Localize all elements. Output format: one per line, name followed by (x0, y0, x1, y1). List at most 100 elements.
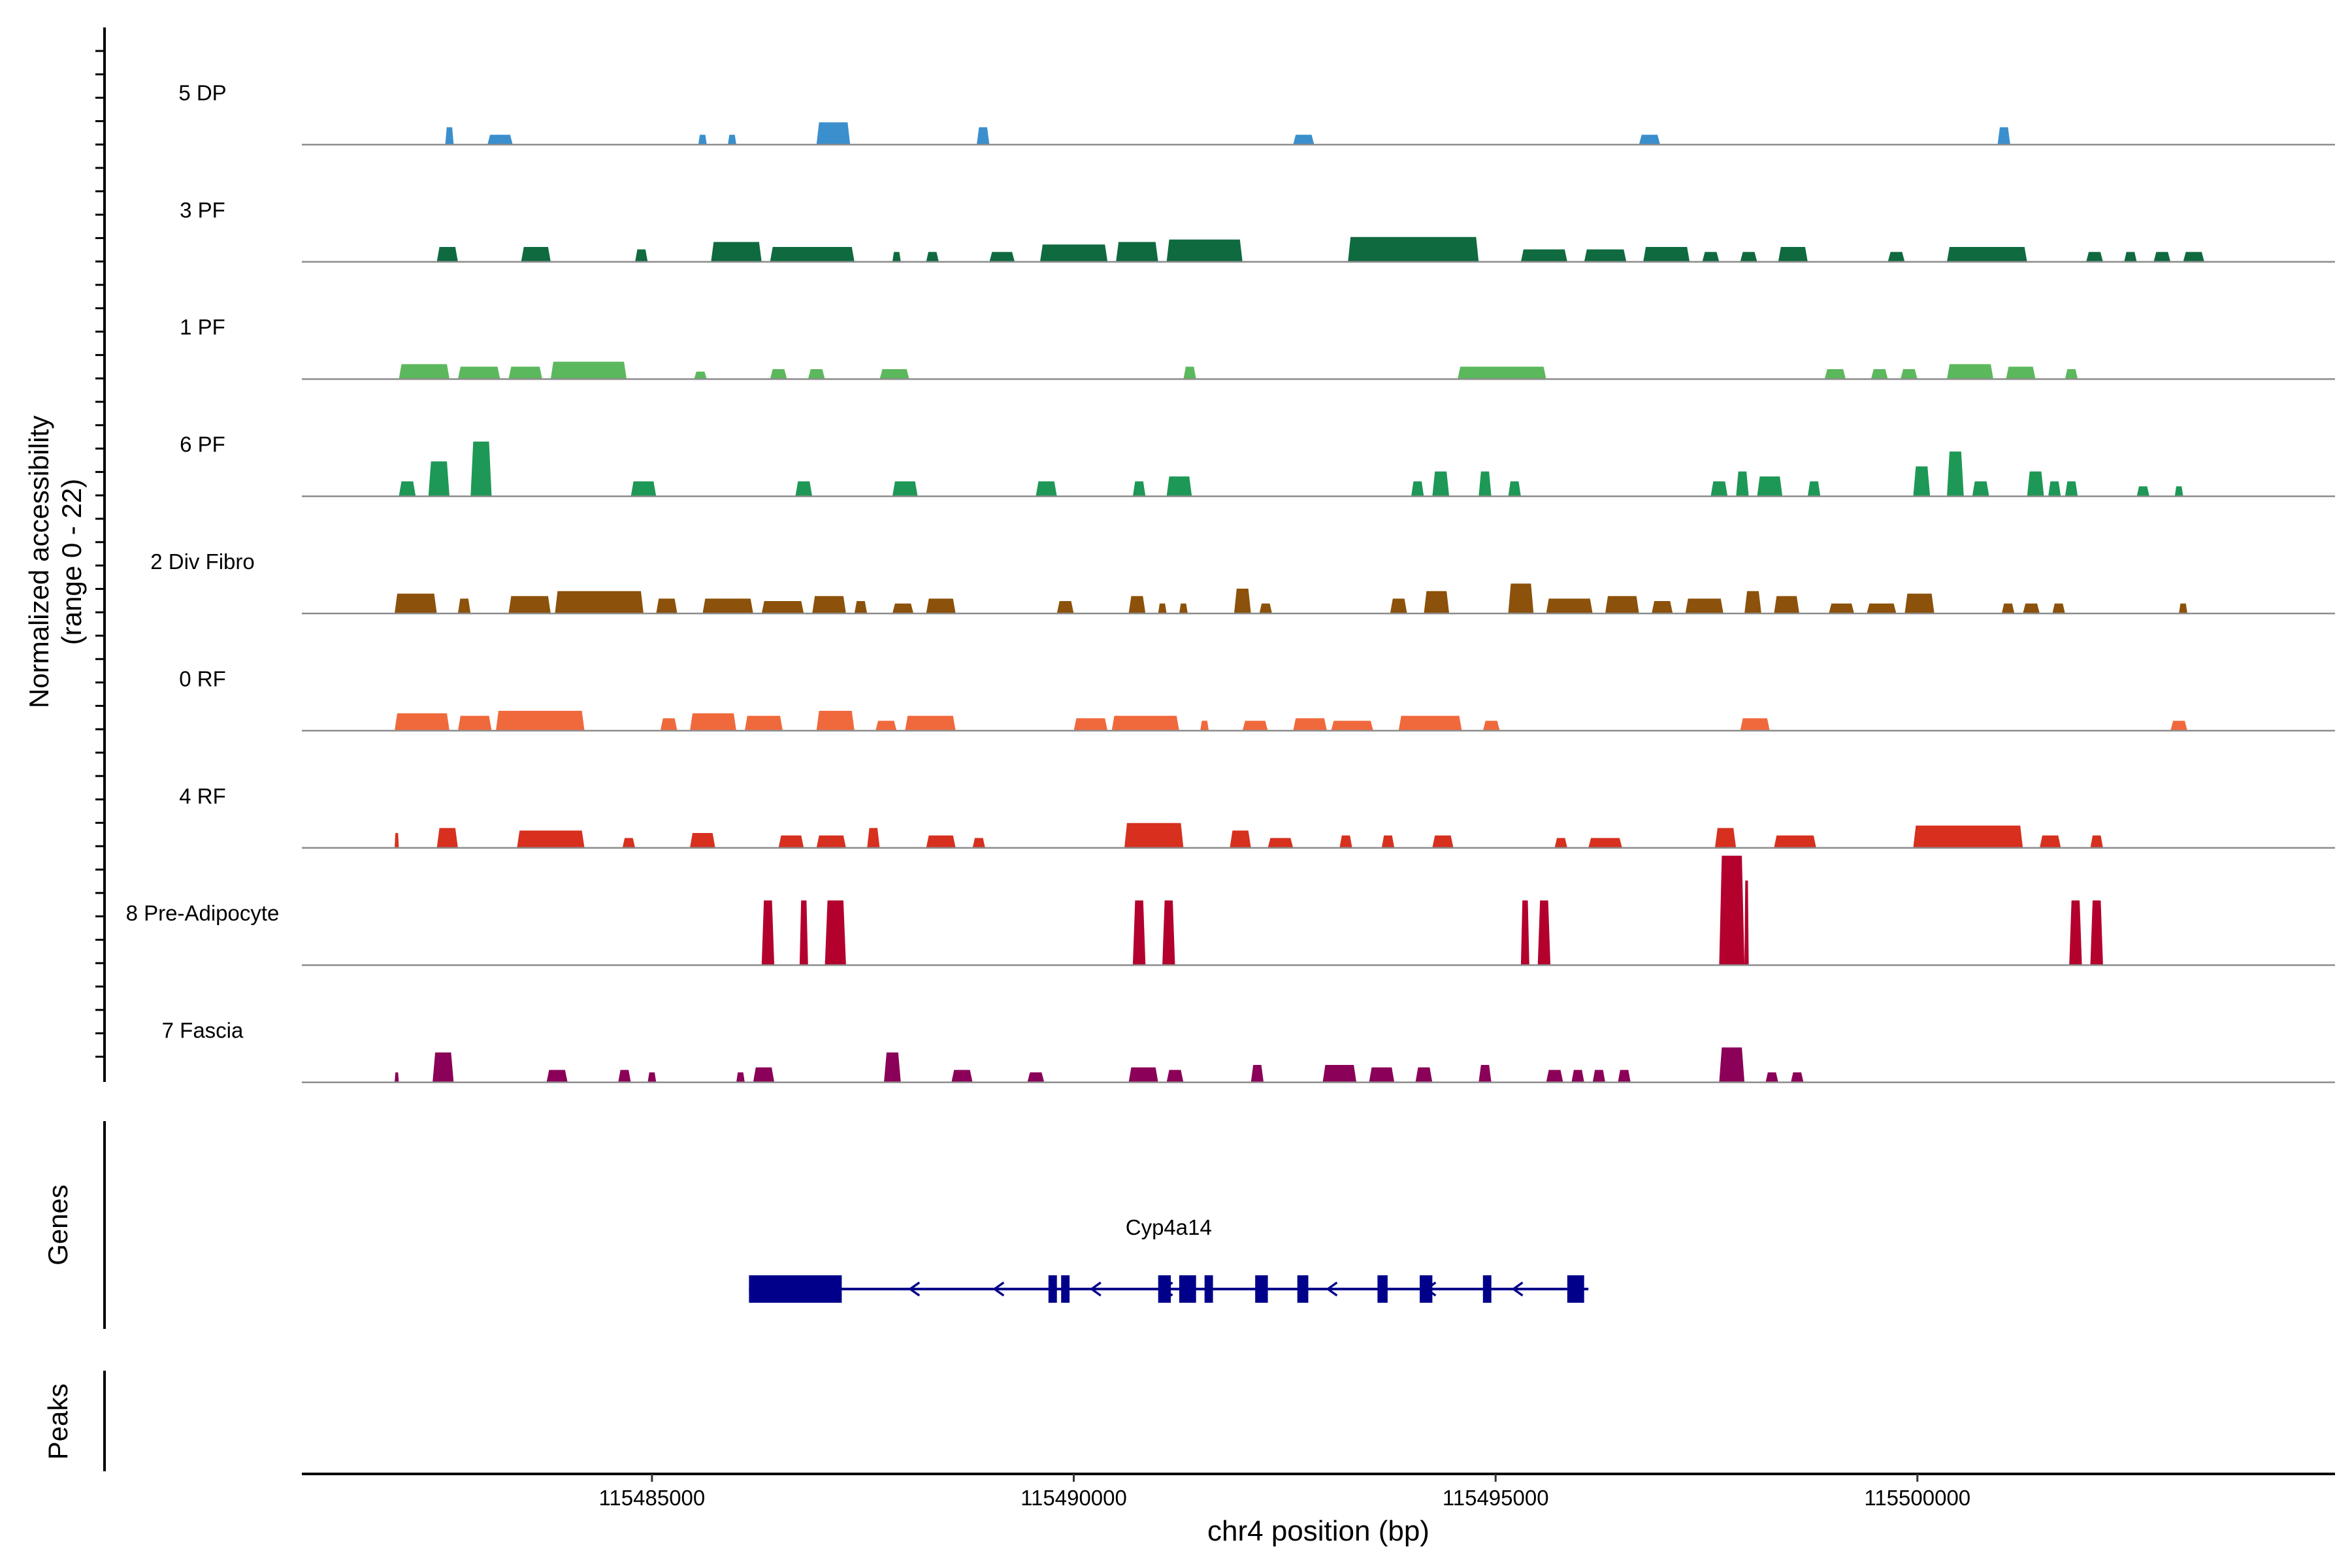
x-axis-title: chr4 position (bp) (1207, 1515, 1429, 1547)
coverage-peak (854, 601, 868, 613)
coverage-peak (521, 247, 551, 262)
coverage-peak (812, 596, 846, 613)
coverage-peak (1432, 835, 1454, 848)
coverage-peak (1639, 135, 1660, 145)
coverage-peak (2023, 603, 2040, 613)
coverage-peak (496, 711, 585, 731)
coverage-peak (457, 367, 500, 380)
coverage-peak (728, 135, 736, 145)
coverage-peak (1685, 598, 1723, 613)
coverage-peak (433, 1052, 454, 1083)
coverage-peak (1508, 481, 1521, 497)
strand-arrow-icon (1511, 1281, 1524, 1297)
coverage-peak (436, 828, 458, 848)
coverage-peak (635, 249, 648, 262)
gene-exon (1482, 1275, 1492, 1303)
coverage-peak (1546, 598, 1593, 613)
strand-arrow-icon (1424, 1281, 1437, 1297)
coverage-peak (1124, 823, 1184, 848)
coverage-peak (1807, 481, 1821, 497)
coverage-peak (1293, 135, 1315, 145)
track-label: 4 RF (179, 784, 226, 808)
coverage-peak (1867, 603, 1897, 613)
coverage-peak (2006, 367, 2036, 380)
coverage-peak (508, 596, 551, 613)
coverage-peak (816, 835, 846, 848)
strand-arrow-icon (908, 1281, 921, 1297)
coverage-peak (1322, 1065, 1357, 1083)
coverage-peak (1183, 367, 1196, 380)
coverage-peak (1702, 252, 1720, 262)
coverage-peak (1710, 481, 1728, 497)
coverage-peak (395, 713, 449, 731)
coverage-peak (977, 127, 990, 145)
coverage-peak (1740, 718, 1770, 731)
coverage-peak (2174, 486, 2183, 497)
coverage-peak (1520, 900, 1529, 966)
coverage-peak (1056, 601, 1074, 613)
track-label: 6 PF (180, 433, 225, 457)
coverage-peak (1618, 1070, 1631, 1083)
coverage-peak (2052, 603, 2065, 613)
coverage-peak (555, 591, 644, 613)
coverage-peak (702, 598, 753, 613)
coverage-peak (1242, 721, 1268, 731)
coverage-peak (660, 718, 678, 731)
coverage-peak (508, 367, 542, 380)
track-0-rf: 0 RF (179, 666, 2335, 732)
gene-exon (1204, 1275, 1213, 1303)
coverage-peak (795, 481, 813, 497)
track-4-rf: 4 RF (179, 784, 2335, 849)
coverage-peak (1166, 239, 1243, 262)
coverage-peak (808, 369, 825, 380)
gene-exon (1179, 1275, 1196, 1303)
coverage-peak (1233, 589, 1251, 613)
track-label: 3 PF (180, 198, 225, 222)
coverage-peak (1250, 1065, 1264, 1083)
coverage-peak (2027, 471, 2044, 497)
coverage-peak (1554, 838, 1567, 848)
coverage-peak (1482, 721, 1500, 731)
coverage-peak (1824, 369, 1846, 380)
coverage-peak (770, 247, 855, 262)
coverage-peak (867, 828, 880, 848)
coverage-peak (816, 711, 855, 731)
coverage-peak (972, 838, 985, 848)
coverage-peak (1643, 247, 1690, 262)
coverage-peak (445, 127, 454, 145)
coverage-peak (457, 598, 471, 613)
coverage-peak (761, 601, 804, 613)
peaks-axis-label: Peaks (42, 1384, 73, 1460)
coverage-peak (1652, 601, 1673, 613)
coverage-peak (1381, 835, 1395, 848)
coverage-peak (1132, 900, 1146, 966)
track-label: 8 Pre-Adipocyte (126, 901, 280, 925)
coverage-peak (1398, 715, 1462, 731)
coverage-peak (1158, 603, 1167, 613)
coverage-peak (926, 598, 956, 613)
track-label: 0 RF (179, 666, 226, 691)
coverage-peak (1904, 593, 1935, 613)
coverage-peak (2065, 369, 2078, 380)
gene-exon (749, 1275, 842, 1303)
coverage-peak (1744, 591, 1761, 613)
coverage-peak (1913, 466, 1931, 497)
coverage-peak (2065, 481, 2078, 497)
coverage-peak (744, 715, 783, 731)
coverage-peak (892, 603, 914, 613)
track-label: 1 PF (180, 315, 225, 339)
gene-exon (1567, 1275, 1584, 1303)
coverage-peak (1128, 1067, 1158, 1083)
gene-exon (1061, 1275, 1070, 1303)
strand-arrow-icon (1326, 1281, 1338, 1297)
coverage-peak (2153, 252, 2171, 262)
coverage-peak (618, 1070, 631, 1083)
coverage-peak (1588, 838, 1622, 848)
gene-track: Cyp4a14 (749, 1215, 1589, 1303)
coverage-peak (1736, 471, 1749, 497)
coverage-peak (770, 369, 787, 380)
coverage-peak (428, 461, 449, 497)
coverage-peak (2069, 900, 2082, 966)
coverage-peak (1073, 718, 1108, 731)
coverage-peak (690, 713, 736, 731)
